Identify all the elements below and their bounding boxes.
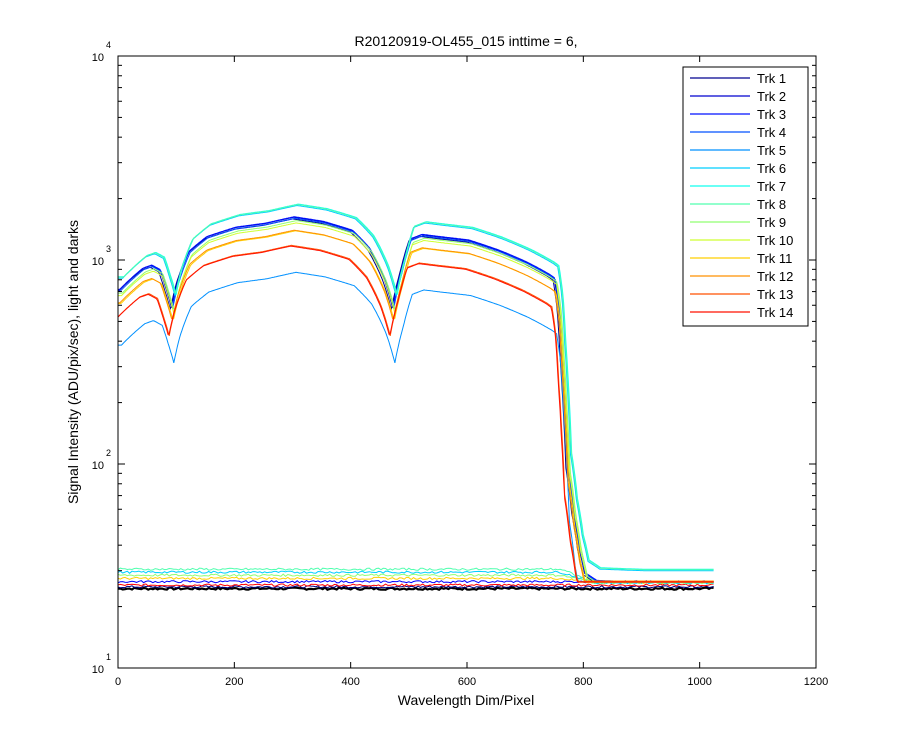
dark-trace <box>118 586 714 592</box>
x-axis-label: Wavelength Dim/Pixel <box>398 692 534 708</box>
legend-label: Trk 4 <box>757 125 786 140</box>
x-tick-label: 0 <box>115 676 121 688</box>
legend-label: Trk 13 <box>757 287 793 302</box>
legend: Trk 1 Trk 2 Trk 3 Trk 4 Trk 5 Trk 6 Trk 7 Trk 8… <box>682 66 809 327</box>
y-tick-label-base: 10 <box>92 52 104 64</box>
series-line-trk-8 <box>118 204 714 571</box>
series-line-trk-13 <box>118 244 714 583</box>
dark-trace <box>118 583 714 587</box>
series-line-trk-14 <box>118 245 714 583</box>
y-tick-label-base: 10 <box>92 460 104 472</box>
legend-label: Trk 14 <box>757 305 793 320</box>
x-tick-label: 1200 <box>804 676 828 688</box>
y-tick-label-base: 10 <box>92 256 104 268</box>
y-tick-label-exponent: 1 <box>106 652 111 662</box>
dark-trace <box>118 585 714 589</box>
x-tick-label: 400 <box>341 676 359 688</box>
x-tick-label: 200 <box>225 676 243 688</box>
series-line-trk-12 <box>118 229 714 582</box>
y-tick-label-exponent: 2 <box>106 448 111 458</box>
legend-label: Trk 3 <box>757 107 786 122</box>
legend-label: Trk 8 <box>757 197 786 212</box>
legend-label: Trk 9 <box>757 215 786 230</box>
series-line-trk-6 <box>118 204 714 572</box>
legend-label: Trk 5 <box>757 143 786 158</box>
legend-label: Trk 2 <box>757 89 786 104</box>
dark-trace <box>118 573 714 585</box>
y-tick-label-exponent: 3 <box>106 244 111 254</box>
x-tick-label: 800 <box>574 676 592 688</box>
chart-title: R20120919-OL455_015 inttime = 6, <box>355 33 578 49</box>
legend-label: Trk 10 <box>757 233 793 248</box>
legend-label: Trk 11 <box>757 251 792 266</box>
series-lines-group <box>118 203 714 583</box>
legend-label: Trk 6 <box>757 161 786 176</box>
y-axis-label: Signal Intensity (ADU/pix/sec), light an… <box>65 220 81 504</box>
legend-label: Trk 12 <box>757 269 793 284</box>
legend-box <box>682 66 809 327</box>
legend-label: Trk 7 <box>757 179 786 194</box>
y-tick-label-base: 10 <box>92 664 104 676</box>
x-tick-label: 600 <box>458 676 476 688</box>
y-tick-label-exponent: 4 <box>106 40 111 50</box>
x-axis: 0 200 400 600 800 1000 1200 <box>115 56 828 688</box>
x-tick-label: 1000 <box>687 676 711 688</box>
legend-label: Trk 1 <box>757 71 786 86</box>
